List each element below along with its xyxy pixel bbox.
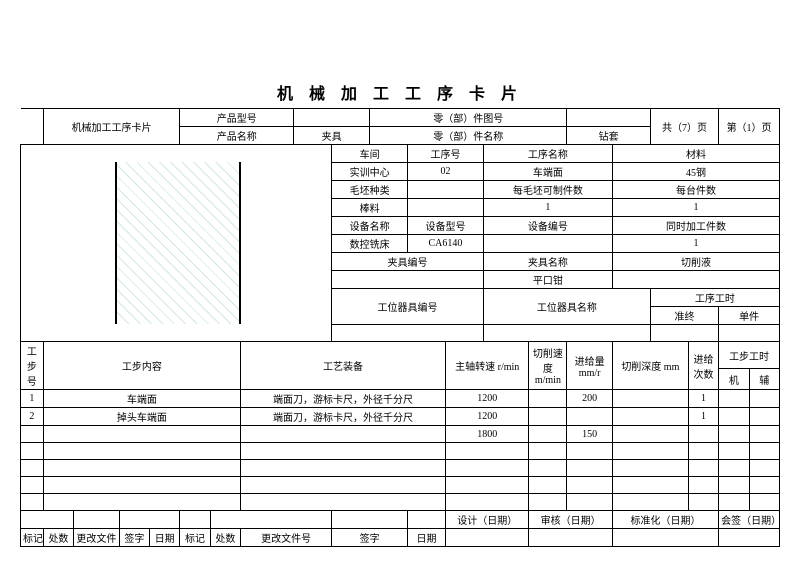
mark-label-2: 标记: [180, 529, 210, 547]
material: 45钢: [612, 163, 779, 181]
process-no-label: 工序号: [408, 145, 484, 163]
equip-name-label: 设备名称: [332, 217, 408, 235]
prep-label: 准终: [650, 307, 718, 325]
sign-label: 签字: [119, 529, 149, 547]
parts-per-blank-label: 每毛坯可制件数: [483, 181, 612, 199]
col-cut-depth: 切削深度 mm: [612, 342, 688, 390]
process-name: 车端面: [483, 163, 612, 181]
workshop: 实训中心: [332, 163, 408, 181]
col-step-time: 工步工时: [719, 342, 780, 369]
part-name-label: 零（部）件名称: [370, 127, 567, 145]
part-drawing-no-label: 零（部）件图号: [370, 109, 567, 127]
sign-label-2: 签字: [332, 529, 408, 547]
part-name: 钻套: [567, 127, 650, 145]
page-title: 机 械 加 工 工 序 卡 片: [20, 80, 780, 104]
workshop-label: 车间: [332, 145, 408, 163]
review-date-label: 审核（日期）: [529, 511, 612, 529]
col-cut-speed: 切削速度 m/min: [529, 342, 567, 390]
standardize-date-label: 标准化（日期）: [612, 511, 718, 529]
station-tool-name-label: 工位器具名称: [483, 289, 650, 325]
equip-model-label: 设备型号: [408, 217, 484, 235]
place-label-2: 处数: [210, 529, 240, 547]
equip-no-label: 设备编号: [483, 217, 612, 235]
blank-type: 棒料: [332, 199, 408, 217]
col-feed: 进给量 mm/r: [567, 342, 613, 390]
equip-model: CA6140: [408, 235, 484, 253]
process-time-label: 工序工时: [650, 289, 779, 307]
product-name-label: 产品名称: [180, 127, 294, 145]
col-step-content: 工步内容: [43, 342, 240, 390]
approve-date-label: 会签（日期）: [719, 511, 780, 529]
col-spindle: 主轴转速 r/min: [445, 342, 528, 390]
change-doc-label: 更改文件: [74, 529, 120, 547]
material-label: 材料: [612, 145, 779, 163]
product-model-label: 产品型号: [180, 109, 294, 127]
blank-type-label: 毛坯种类: [332, 181, 408, 199]
fixture-name-label: 夹具名称: [483, 253, 612, 271]
col-machine: 机: [719, 369, 749, 390]
product-name: 夹具: [294, 127, 370, 145]
page-current: 第（1）页: [719, 109, 780, 145]
simul-parts: 1: [612, 235, 779, 253]
fixture-no-label: 夹具编号: [332, 253, 484, 271]
col-feed-count: 进给 次数: [688, 342, 718, 390]
part-diagram: [23, 146, 329, 340]
fixture-name: 平口钳: [483, 271, 612, 289]
coolant-label: 切削液: [612, 253, 779, 271]
step-row: 1 车端面 端面刀，游标卡尺，外径千分尺 1200 200 1: [21, 390, 780, 408]
step-row: 1800 150: [21, 426, 780, 443]
process-card-table: 机械加工工序卡片 产品型号 零（部）件图号 共（7）页 第（1）页 产品名称 夹…: [20, 108, 780, 547]
process-no: 02: [408, 163, 484, 181]
col-tooling: 工艺装备: [241, 342, 446, 390]
mark-label: 标记: [21, 529, 44, 547]
equip-name: 数控铣床: [332, 235, 408, 253]
single-label: 单件: [719, 307, 780, 325]
col-aux: 辅: [749, 369, 780, 390]
col-step-no: 工步号: [21, 342, 44, 390]
parts-per-unit: 1: [612, 199, 779, 217]
place-label: 处数: [43, 529, 73, 547]
parts-per-blank: 1: [483, 199, 612, 217]
simul-parts-label: 同时加工件数: [612, 217, 779, 235]
parts-per-unit-label: 每台件数: [612, 181, 779, 199]
step-row: 2 掉头车端面 端面刀，游标卡尺，外径千分尺 1200 1: [21, 408, 780, 426]
date-label: 日期: [150, 529, 180, 547]
card-name: 机械加工工序卡片: [43, 109, 180, 145]
page-total: 共（7）页: [650, 109, 718, 145]
change-doc-no-label: 更改文件号: [241, 529, 332, 547]
process-name-label: 工序名称: [483, 145, 612, 163]
date-label-2: 日期: [408, 529, 446, 547]
station-tool-no-label: 工位器具编号: [332, 289, 484, 325]
design-date-label: 设计（日期）: [445, 511, 528, 529]
